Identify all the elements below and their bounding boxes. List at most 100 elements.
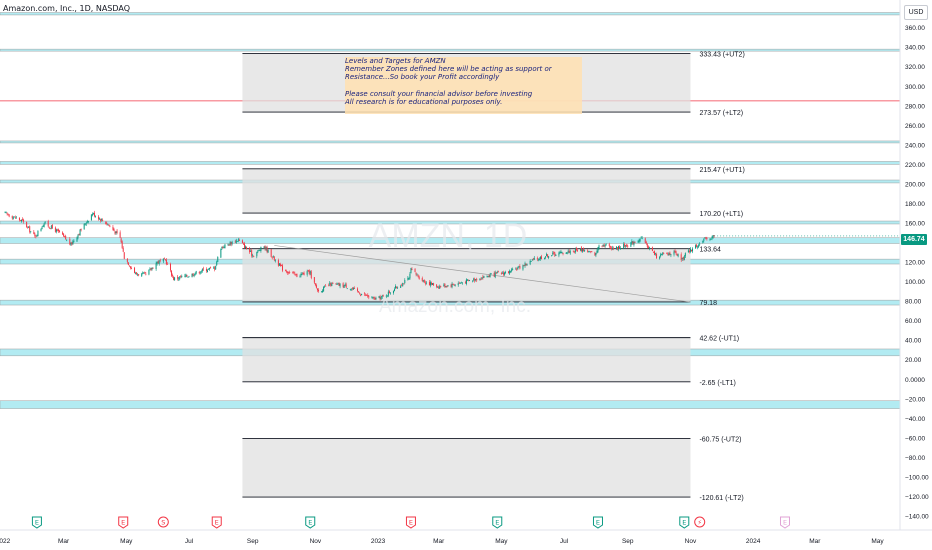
earnings-icon [405, 516, 416, 529]
candle-body [457, 283, 459, 286]
candle-body [551, 255, 553, 256]
candle-body [336, 284, 338, 285]
candle-body [582, 249, 584, 252]
candle-body [615, 246, 617, 250]
candle-body [165, 259, 167, 265]
earnings-marker[interactable]: E [592, 516, 603, 529]
price-axis[interactable]: 360.00 340.00 320.00 300.00 280.00 260.00 240.… [714, 0, 929, 530]
candle-body [627, 245, 629, 247]
earnings-marker[interactable]: E [492, 516, 503, 529]
candle-body [256, 252, 258, 257]
candle-body [293, 271, 295, 273]
earnings-icon [31, 516, 42, 529]
candle-body [437, 286, 439, 288]
candle-body [264, 245, 266, 249]
candle-body [238, 240, 240, 241]
candle-body [79, 229, 81, 236]
sr-zone [0, 12, 901, 16]
earnings-marker[interactable]: E [31, 516, 42, 529]
candle-body [368, 296, 370, 298]
candle-body [302, 273, 304, 274]
candle-body [480, 279, 482, 280]
candle-body [616, 247, 618, 250]
candle-body [200, 271, 202, 273]
symbol-title[interactable]: Amazon.com, Inc., 1D, NASDAQ [3, 4, 131, 13]
candle-body [552, 252, 554, 255]
candle-body [126, 258, 128, 262]
currency-label[interactable]: USD [904, 5, 928, 20]
candle-body [37, 230, 39, 237]
candle-body [228, 244, 230, 246]
price-tick-label: 300.00 [905, 84, 925, 91]
sr-zone [0, 48, 901, 52]
candle-body [365, 294, 367, 296]
candle-body [28, 227, 30, 228]
candle-body [279, 264, 281, 266]
earnings-marker[interactable]: E [118, 516, 129, 529]
candle-body [633, 242, 635, 245]
candle-body [525, 263, 527, 265]
split-icon [157, 516, 169, 528]
candle-body [109, 225, 111, 227]
candle-body [378, 296, 380, 298]
candle-body [425, 282, 427, 284]
candle-body [307, 270, 309, 272]
candle-body [90, 214, 92, 221]
candle-body [215, 265, 217, 270]
candle-body [647, 246, 649, 249]
earnings-marker[interactable]: E [211, 516, 222, 529]
earnings-marker[interactable]: E [305, 516, 316, 529]
candle-body [141, 273, 143, 277]
price-tick-label: 120.00 [905, 260, 925, 267]
target-boxes-layer [242, 53, 691, 498]
target-box [242, 337, 691, 382]
candle-body [155, 263, 157, 270]
candle-body [30, 231, 32, 233]
candle-body [387, 291, 389, 296]
candle-body [278, 263, 280, 266]
earnings-marker[interactable]: E [679, 516, 690, 529]
candle-body [76, 237, 78, 242]
candle-body [70, 242, 72, 245]
earnings-marker[interactable]: E [405, 516, 416, 529]
candle-body [112, 226, 114, 230]
earnings-icon [211, 516, 222, 529]
candle-body [482, 276, 484, 278]
time-tick-label: May [495, 538, 508, 545]
candle-body [335, 283, 337, 285]
candle-body [632, 241, 634, 244]
candle-body [108, 224, 110, 226]
candle-body [494, 272, 496, 278]
event-markers-layer[interactable]: E E S E E E E E E ⚡ E [31, 516, 790, 529]
candle-body [122, 248, 124, 252]
candle-body [540, 256, 542, 259]
time-axis[interactable]: 2022 Mar May Jul Sep Nov 2023 Mar May Jul Sep Nov 20… [0, 529, 932, 545]
candle-body [702, 240, 704, 243]
candle-body [703, 238, 705, 241]
candle-body [301, 273, 303, 275]
event-marker-symbol: E [308, 518, 312, 526]
candle-body [83, 223, 85, 230]
candle-body [554, 252, 556, 256]
candle-body [29, 226, 31, 232]
candle-body [78, 234, 80, 236]
earnings-icon [305, 516, 316, 529]
candle-body [346, 288, 348, 290]
candle-body [34, 233, 36, 237]
earnings-icon [592, 516, 603, 529]
candle-body [598, 245, 600, 249]
candle-body [84, 224, 86, 226]
candle-body [11, 215, 13, 219]
split-marker[interactable]: S [157, 516, 169, 528]
earnings-marker[interactable]: E [779, 516, 790, 529]
candle-body [604, 245, 606, 247]
event-marker-symbol: S [161, 518, 165, 526]
news-marker[interactable]: ⚡ [694, 516, 706, 528]
candle-body [242, 243, 244, 245]
watermark-name: Amazon.com, Inc. [379, 296, 531, 317]
time-tick-label: Sep [247, 538, 259, 545]
candle-body [143, 272, 145, 274]
candle-body [713, 235, 715, 237]
candle-body [560, 251, 562, 253]
